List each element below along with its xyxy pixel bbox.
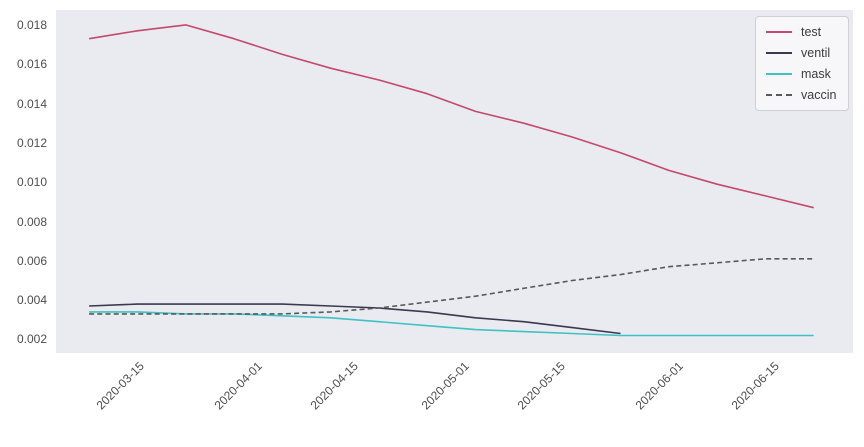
series-line-mask (89, 311, 814, 337)
legend-item-test: test (766, 25, 838, 39)
series-line-ventil (89, 303, 621, 335)
y-tick-label: 0.010 (16, 175, 47, 190)
y-tick-label: 0.012 (16, 135, 47, 150)
legend-swatch-test (766, 31, 792, 33)
series-line-test (88, 24, 814, 209)
y-tick-label: 0.006 (16, 253, 47, 268)
series-line-vaccin (89, 257, 814, 315)
line-chart (56, 10, 853, 353)
legend-swatch-ventil (766, 52, 792, 54)
legend-label-vaccin: vaccin (801, 88, 837, 102)
legend-item-vaccin: vaccin (766, 88, 838, 102)
legend: test ventil mask vaccin (755, 16, 849, 111)
plot-area (56, 10, 853, 353)
legend-label-mask: mask (801, 67, 831, 81)
legend-swatch-mask (766, 73, 792, 75)
legend-label-test: test (801, 25, 822, 39)
y-tick-label: 0.014 (16, 96, 47, 111)
y-tick-label: 0.016 (16, 57, 47, 72)
y-tick-label: 0.008 (16, 214, 47, 229)
y-tick-label: 0.004 (16, 293, 47, 308)
y-tick-label: 0.002 (16, 332, 47, 347)
legend-label-ventil: ventil (801, 46, 831, 60)
legend-item-mask: mask (766, 67, 838, 81)
legend-swatch-vaccin (766, 94, 792, 96)
legend-item-ventil: ventil (766, 46, 838, 60)
line-chart-figure: 0.002 0.004 0.006 0.008 0.010 0.012 0.014 0.016… (16, 10, 853, 412)
y-tick-label: 0.018 (16, 17, 47, 32)
